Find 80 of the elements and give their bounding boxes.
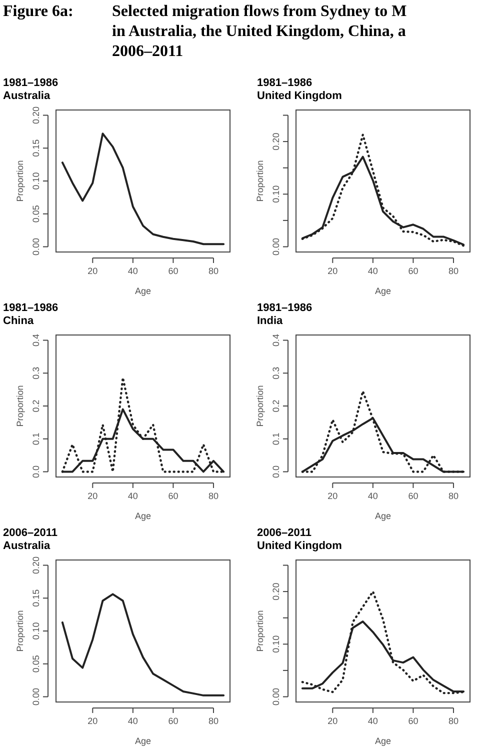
x-tick-label: 20 (88, 716, 98, 726)
x-tick-label: 80 (208, 266, 218, 276)
x-tick-label: 20 (328, 491, 338, 501)
y-axis-title: Proportion (15, 610, 25, 652)
y-tick-label: 0.20 (31, 106, 41, 124)
y-tick-label: 0.00 (271, 688, 281, 706)
x-tick-label: 60 (168, 491, 178, 501)
y-tick-label: 0.0 (271, 465, 281, 478)
y-tick-label: 0.1 (31, 432, 41, 446)
chart-subtitle: India (257, 315, 284, 327)
y-tick-label: 0.05 (31, 655, 41, 673)
x-axis-title: Age (374, 286, 392, 296)
x-axis-title: Age (134, 511, 152, 521)
y-tick-label: 0.4 (31, 334, 41, 347)
y-tick-label: 0.00 (31, 238, 41, 256)
caption: Figure 6a: (3, 3, 74, 20)
y-tick-label: 0.10 (31, 622, 41, 640)
x-tick-label: 40 (368, 716, 378, 726)
y-tick-label: 0.10 (271, 635, 281, 653)
y-tick-label: 0.00 (31, 688, 41, 706)
x-tick-label: 40 (128, 266, 138, 276)
y-tick-label: 0.2 (271, 400, 281, 412)
y-axis-title: Proportion (15, 385, 25, 427)
y-tick-label: 0.1 (271, 432, 281, 446)
x-tick-label: 40 (368, 491, 378, 501)
x-tick-label: 60 (408, 491, 418, 501)
y-axis-title: Proportion (255, 160, 265, 202)
chart-subtitle: China (3, 315, 34, 327)
x-tick-label: 80 (448, 266, 458, 276)
chart-subtitle: Australia (3, 540, 51, 552)
y-tick-label: 0.2 (31, 400, 41, 412)
x-axis-title: Age (134, 286, 152, 296)
y-tick-label: 0.15 (31, 589, 41, 607)
chart-title: 1981–1986 (257, 77, 312, 89)
x-tick-label: 40 (128, 491, 138, 501)
line-series (61, 132, 225, 246)
y-tick-label: 0.00 (271, 238, 281, 256)
chart-title: 2006–2011 (257, 527, 312, 539)
y-tick-label: 0.20 (271, 132, 281, 150)
x-tick-label: 60 (408, 266, 418, 276)
x-tick-label: 20 (328, 716, 338, 726)
y-tick-label: 0.05 (31, 205, 41, 223)
text: Selected migration flows from Sydney to M (112, 3, 407, 20)
y-tick-label: 0.15 (31, 139, 41, 157)
x-tick-label: 20 (328, 266, 338, 276)
x-axis-title: Age (374, 511, 392, 521)
y-axis-title: Proportion (15, 160, 25, 202)
x-axis-title: Age (374, 736, 392, 746)
y-tick-label: 0.10 (271, 185, 281, 203)
chart-title: 2006–2011 (3, 527, 58, 539)
x-tick-label: 80 (208, 491, 218, 501)
x-axis-title: Age (134, 736, 152, 746)
chart-title: 1981–1986 (3, 302, 58, 314)
y-tick-label: 0.3 (271, 366, 281, 380)
y-tick-label: 0.10 (31, 172, 41, 190)
text: in Australia, the United Kingdom, China, a (112, 23, 406, 40)
chart-title: 1981–1986 (257, 302, 312, 314)
x-tick-label: 40 (128, 716, 138, 726)
chart-title: 1981–1986 (3, 77, 58, 89)
y-tick-label: 0.3 (31, 366, 41, 380)
x-tick-label: 40 (368, 266, 378, 276)
y-axis-title: Proportion (255, 610, 265, 652)
y-tick-label: 0.0 (31, 465, 41, 478)
x-tick-label: 60 (408, 716, 418, 726)
chart-subtitle: Australia (3, 90, 51, 102)
line-series (61, 593, 225, 696)
x-tick-label: 20 (88, 491, 98, 501)
y-tick-label: 0.20 (271, 582, 281, 600)
y-tick-label: 0.4 (271, 334, 281, 347)
text: 2006–2011 (112, 43, 184, 60)
chart-subtitle: United Kingdom (257, 540, 342, 552)
x-tick-label: 80 (208, 716, 218, 726)
chart-subtitle: United Kingdom (257, 90, 342, 102)
x-tick-label: 80 (448, 716, 458, 726)
x-tick-label: 60 (168, 716, 178, 726)
y-axis-title: Proportion (255, 385, 265, 427)
x-tick-label: 60 (168, 266, 178, 276)
y-tick-label: 0.20 (31, 556, 41, 574)
x-tick-label: 20 (88, 266, 98, 276)
x-tick-label: 80 (448, 491, 458, 501)
